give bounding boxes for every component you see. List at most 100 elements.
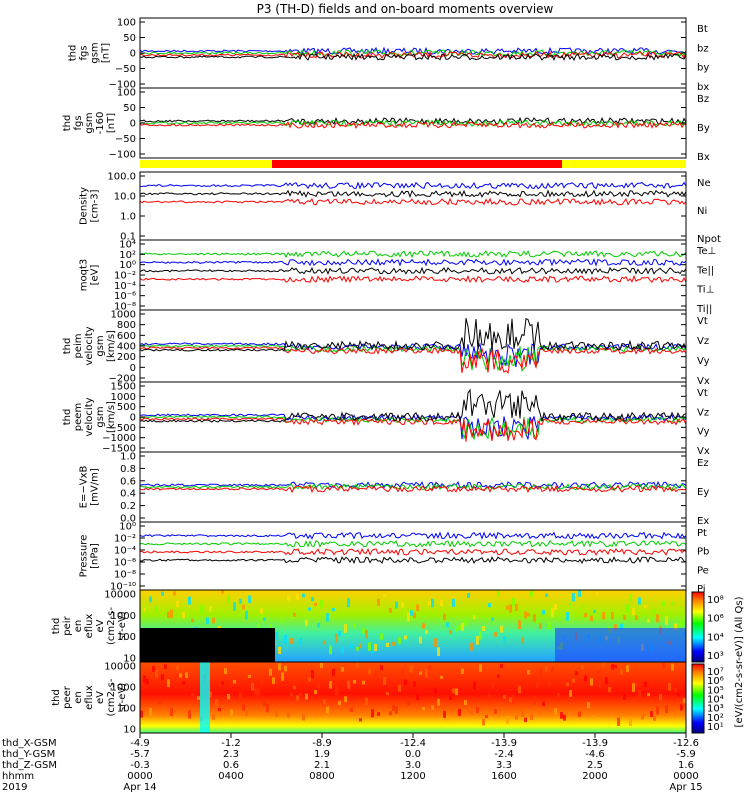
legend-entry: Pi: [697, 584, 706, 595]
x-tick-label: 1600: [491, 771, 516, 782]
y-axis-label: thd peim velocity gsm [km/s]: [62, 326, 117, 365]
x-row-label: hhmm: [2, 771, 34, 782]
y-tick-label: 10⁰: [119, 260, 136, 271]
y-tick-label: 1000: [111, 310, 136, 321]
y-tick-label: 10⁻⁶: [114, 558, 136, 569]
legend-entry: Bt: [697, 24, 708, 35]
colorbar-tick: 10³: [707, 651, 724, 662]
y-tick-label: −200: [109, 374, 136, 385]
y-axis-label-line: gsm: [84, 112, 95, 133]
spectrogram-background: [140, 662, 686, 733]
y-axis-label-line: moqt3: [79, 259, 90, 292]
y-tick-label: 10⁻¹⁰: [110, 582, 136, 593]
y-tick-label: −1500: [102, 444, 136, 455]
series-line: [140, 547, 686, 557]
y-tick-label: 10: [123, 725, 136, 736]
y-axis-label: thd fgs gsm -160 [nT]: [62, 112, 117, 135]
x-tick-label: -4.6: [585, 749, 605, 760]
colorbar-label: [eV/(cm2-s-sr-eV)] (All Qs): [734, 596, 745, 727]
series-line: [140, 258, 686, 267]
panel-7: 1.00.80.6 0.40.2 0.0 E=−VxB [mV/m] Ez Ey Ex: [79, 451, 709, 527]
spectrograms: [139, 589, 687, 734]
series-line: [140, 539, 686, 548]
series-line: [140, 197, 686, 206]
series-line: [140, 342, 686, 368]
x-tick-label: 2.3: [223, 749, 239, 760]
y-axis-label-line: gsm: [95, 406, 106, 427]
legend-entry: Ne: [697, 178, 711, 189]
legend-entry: Ni: [697, 206, 707, 217]
y-axis-label-line: E=−VxB: [79, 466, 90, 509]
series-line: [140, 415, 686, 440]
y-axis-label-line: thd: [68, 45, 79, 62]
series-line: [140, 480, 686, 490]
y-axis-label-line: [nT]: [106, 113, 117, 133]
series-line: [140, 46, 686, 56]
y-axis-label-line: velocity: [84, 397, 95, 436]
panel-3: 100.0 10.0 1.0 0.1 Density [cm-3] Ne Ni Npot: [79, 171, 721, 245]
series-line: [140, 482, 686, 491]
x-tick-label: -4.9: [130, 738, 150, 749]
legend-entry: Pe: [697, 565, 709, 576]
legend-entry: Vy: [697, 427, 710, 438]
series-line: [140, 52, 686, 61]
region-segment: [140, 160, 272, 168]
x-tick-label: 0000: [673, 771, 698, 782]
y-axis-label-line: [km/s]: [106, 401, 117, 433]
legend-entry: Pt: [697, 528, 707, 539]
x-tick-label: -13.9: [491, 738, 517, 749]
series-line: [140, 181, 686, 190]
legend-entry: Vt: [697, 388, 708, 399]
y-tick-label: 600: [117, 331, 136, 342]
y-axis-label-line: peem: [73, 403, 84, 431]
legend-entry: Vz: [697, 336, 709, 347]
y-axis-label-line: fgs: [73, 115, 84, 130]
y-axis-label: thd peer en eflux eV (cm2-s-sr-eV): [51, 678, 128, 716]
y-axis-label-line: gsm: [90, 42, 101, 63]
y-tick-label: 10⁰: [119, 522, 136, 533]
legend-entry: Vx: [697, 376, 710, 387]
legend-entry: by: [697, 63, 709, 74]
legend-entry: Ey: [697, 487, 709, 498]
colorbar-tick: 10⁶: [707, 614, 724, 625]
y-axis-label: thd fgs gsm [nT]: [68, 42, 112, 63]
legend-entry: Pb: [697, 547, 709, 558]
legend-entry: Ti||: [696, 304, 712, 315]
y-tick-label: 1.0: [120, 452, 136, 463]
y-axis-label-line: eV: [95, 691, 106, 704]
panel-2: 100 50 0 −50 −100 thd fgs gsm -160 [nT] Bz By Bx: [62, 87, 710, 163]
legend-entry: Vz: [697, 407, 709, 418]
series-line: [140, 484, 686, 494]
legend-entry: Te⊥: [696, 246, 716, 257]
legend-entry: Bz: [697, 94, 709, 105]
y-tick-label: 1.0: [120, 212, 136, 223]
y-tick-label: 10.0: [114, 192, 136, 203]
y-tick-label: 200: [117, 352, 136, 363]
y-axis-label-line: thd: [62, 409, 73, 426]
x-tick-label: 0.6: [223, 760, 239, 771]
y-tick-label: 50: [123, 33, 136, 44]
y-tick-label: 100: [117, 704, 136, 715]
colorbar-tick: 10⁸: [707, 595, 724, 606]
y-tick-label: 0: [130, 363, 136, 374]
series-line: [140, 120, 686, 129]
y-axis-label: E=−VxB [mV/m]: [79, 466, 101, 509]
x-row-label: thd_Y-GSM: [2, 749, 55, 760]
y-axis-label-line: eV: [95, 619, 106, 632]
x-tick-label: -12.6: [673, 738, 699, 749]
x-tick-label: 0.0: [405, 749, 421, 760]
y-tick-label: 1000: [111, 611, 136, 622]
y-tick-label: 100: [117, 88, 136, 99]
y-axis-label-line: thd: [51, 618, 62, 635]
x-row-label: 2019: [2, 782, 27, 793]
colorbar: [691, 663, 705, 734]
x-tick-label: 2.1: [314, 760, 330, 771]
x-tick-label: 1.9: [314, 749, 330, 760]
y-tick-label: 1000: [111, 392, 136, 403]
y-axis-label-line: peim: [73, 333, 84, 358]
x-tick-label: 3.0: [405, 760, 421, 771]
y-tick-label: 400: [117, 342, 136, 353]
x-tick-label: -5.9: [676, 749, 696, 760]
